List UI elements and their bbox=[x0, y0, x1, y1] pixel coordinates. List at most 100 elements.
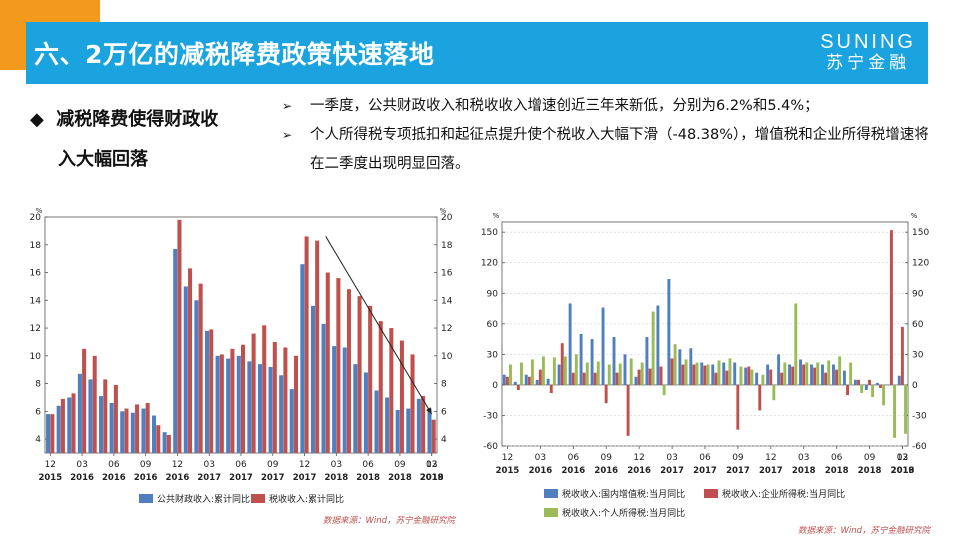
bar bbox=[527, 376, 531, 385]
bar bbox=[236, 355, 241, 453]
bar bbox=[357, 296, 362, 453]
bar bbox=[868, 379, 871, 385]
bar bbox=[385, 397, 390, 453]
x-tick-label-year: 2017 bbox=[261, 473, 285, 483]
bar bbox=[651, 311, 655, 385]
bar bbox=[315, 240, 320, 453]
y-tick-label-right: -60 bbox=[912, 442, 927, 452]
bar bbox=[864, 384, 868, 390]
bar bbox=[378, 321, 383, 453]
bar bbox=[706, 364, 710, 385]
brand-logo: SUNING 苏宁金融 bbox=[820, 31, 916, 73]
x-tick-label-year: 2018 bbox=[792, 466, 816, 476]
bar bbox=[758, 384, 762, 411]
note-text: 个人所得税专项抵扣和起征点提升使个税收入大幅下滑（-48.38%），增值税和企业… bbox=[310, 127, 929, 172]
bar bbox=[310, 305, 315, 453]
bar bbox=[629, 358, 633, 385]
bar bbox=[194, 300, 199, 453]
bar bbox=[711, 364, 715, 385]
bar bbox=[241, 344, 246, 453]
bar bbox=[67, 397, 72, 453]
x-tick-label-month: 03 bbox=[203, 460, 214, 470]
x-tick-label-year: 2018 bbox=[356, 473, 380, 483]
bar bbox=[769, 369, 773, 385]
bar bbox=[612, 337, 616, 385]
bar bbox=[541, 356, 545, 385]
bar bbox=[596, 361, 600, 385]
bar bbox=[889, 230, 893, 385]
y-tick-label-left: 120 bbox=[481, 259, 498, 269]
y-tick-label-left: 20 bbox=[30, 213, 42, 223]
bar bbox=[283, 347, 288, 453]
bar bbox=[177, 219, 182, 453]
bar bbox=[585, 362, 589, 385]
x-tick-label-month: 09 bbox=[140, 460, 152, 470]
x-tick-label-month: 09 bbox=[267, 460, 279, 470]
x-tick-label-month: 12 bbox=[172, 460, 183, 470]
bar bbox=[810, 364, 813, 385]
bar bbox=[130, 412, 135, 453]
bar bbox=[846, 384, 850, 396]
bar bbox=[838, 356, 842, 385]
bar bbox=[188, 268, 193, 453]
x-tick-label-month: 03 bbox=[798, 453, 809, 463]
bar bbox=[50, 414, 55, 453]
legend-label: 公共财政收入:累计同比 bbox=[157, 493, 250, 505]
bar bbox=[399, 340, 404, 453]
x-tick-label-year: 2017 bbox=[229, 473, 253, 483]
bar bbox=[421, 396, 426, 453]
bar bbox=[198, 283, 203, 453]
bar bbox=[353, 364, 358, 453]
bar bbox=[871, 384, 875, 398]
bar bbox=[427, 408, 432, 453]
bar bbox=[700, 362, 704, 385]
bar bbox=[791, 366, 795, 385]
bar bbox=[505, 376, 509, 385]
x-tick-label-month: 09 bbox=[732, 453, 744, 463]
bar bbox=[799, 359, 803, 385]
bar bbox=[777, 354, 781, 385]
bar bbox=[416, 398, 421, 453]
source-note: 数据来源：Wind，苏宁金融研究院 bbox=[798, 525, 932, 535]
bar bbox=[88, 379, 93, 453]
note-text: 一季度，公共财政收入和税收收入增速创近三年来新低，分别为6.2%和5.4%； bbox=[310, 98, 819, 114]
y-tick-label-right: 30 bbox=[912, 350, 924, 360]
bar bbox=[579, 334, 583, 385]
bar bbox=[215, 355, 220, 453]
bar bbox=[395, 409, 400, 453]
x-tick-label-month: 06 bbox=[362, 460, 374, 470]
x-tick-label-month: 09 bbox=[601, 453, 613, 463]
title-bar: 六、2万亿的减税降费政策快速落地 SUNING 苏宁金融 bbox=[26, 22, 928, 84]
legend-label: 税收收入:企业所得税:当月同比 bbox=[722, 488, 845, 500]
y-tick-label-left: 30 bbox=[487, 350, 499, 360]
bar bbox=[783, 362, 787, 385]
x-tick-label-year: 2017 bbox=[293, 473, 317, 483]
bar bbox=[374, 390, 379, 453]
x-tick-label-month: 12 bbox=[45, 460, 56, 470]
bar bbox=[557, 364, 561, 385]
x-tick-label-month: 03 bbox=[666, 453, 677, 463]
x-tick-label-year: 2016 bbox=[529, 466, 553, 476]
x-tick-label-year: 2015 bbox=[38, 473, 62, 483]
bar bbox=[893, 384, 897, 438]
bar bbox=[141, 408, 146, 453]
y-tick-label-left: 14 bbox=[30, 296, 42, 306]
bar bbox=[780, 372, 784, 385]
bar bbox=[667, 279, 671, 385]
bar bbox=[71, 393, 76, 453]
bar bbox=[230, 348, 235, 453]
bar bbox=[607, 364, 611, 385]
heading-line-2: 入大幅回落 bbox=[58, 149, 148, 170]
legend-label: 税收收入:国内增值税:当月同比 bbox=[562, 488, 685, 500]
x-tick-label-month: 12 bbox=[897, 453, 908, 463]
bar bbox=[860, 384, 864, 394]
bar bbox=[821, 364, 824, 385]
bar bbox=[835, 369, 839, 385]
y-tick-label-right: 150 bbox=[912, 228, 929, 238]
x-tick-label-month: 03 bbox=[535, 453, 546, 463]
x-tick-label-month: 12 bbox=[502, 453, 513, 463]
legend-swatch bbox=[544, 508, 558, 517]
bar bbox=[120, 411, 125, 453]
bar bbox=[552, 357, 556, 385]
bar bbox=[268, 366, 273, 453]
